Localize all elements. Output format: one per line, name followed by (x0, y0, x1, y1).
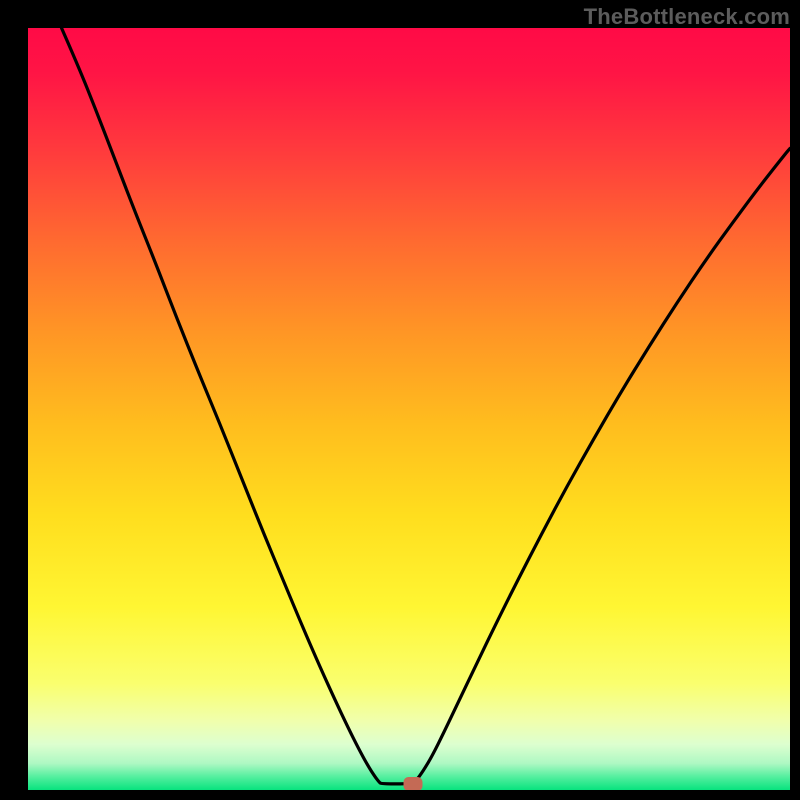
bottleneck-curve (28, 28, 790, 790)
bottleneck-marker (403, 777, 422, 790)
plot-area (28, 28, 790, 790)
watermark-text: TheBottleneck.com (584, 4, 790, 30)
